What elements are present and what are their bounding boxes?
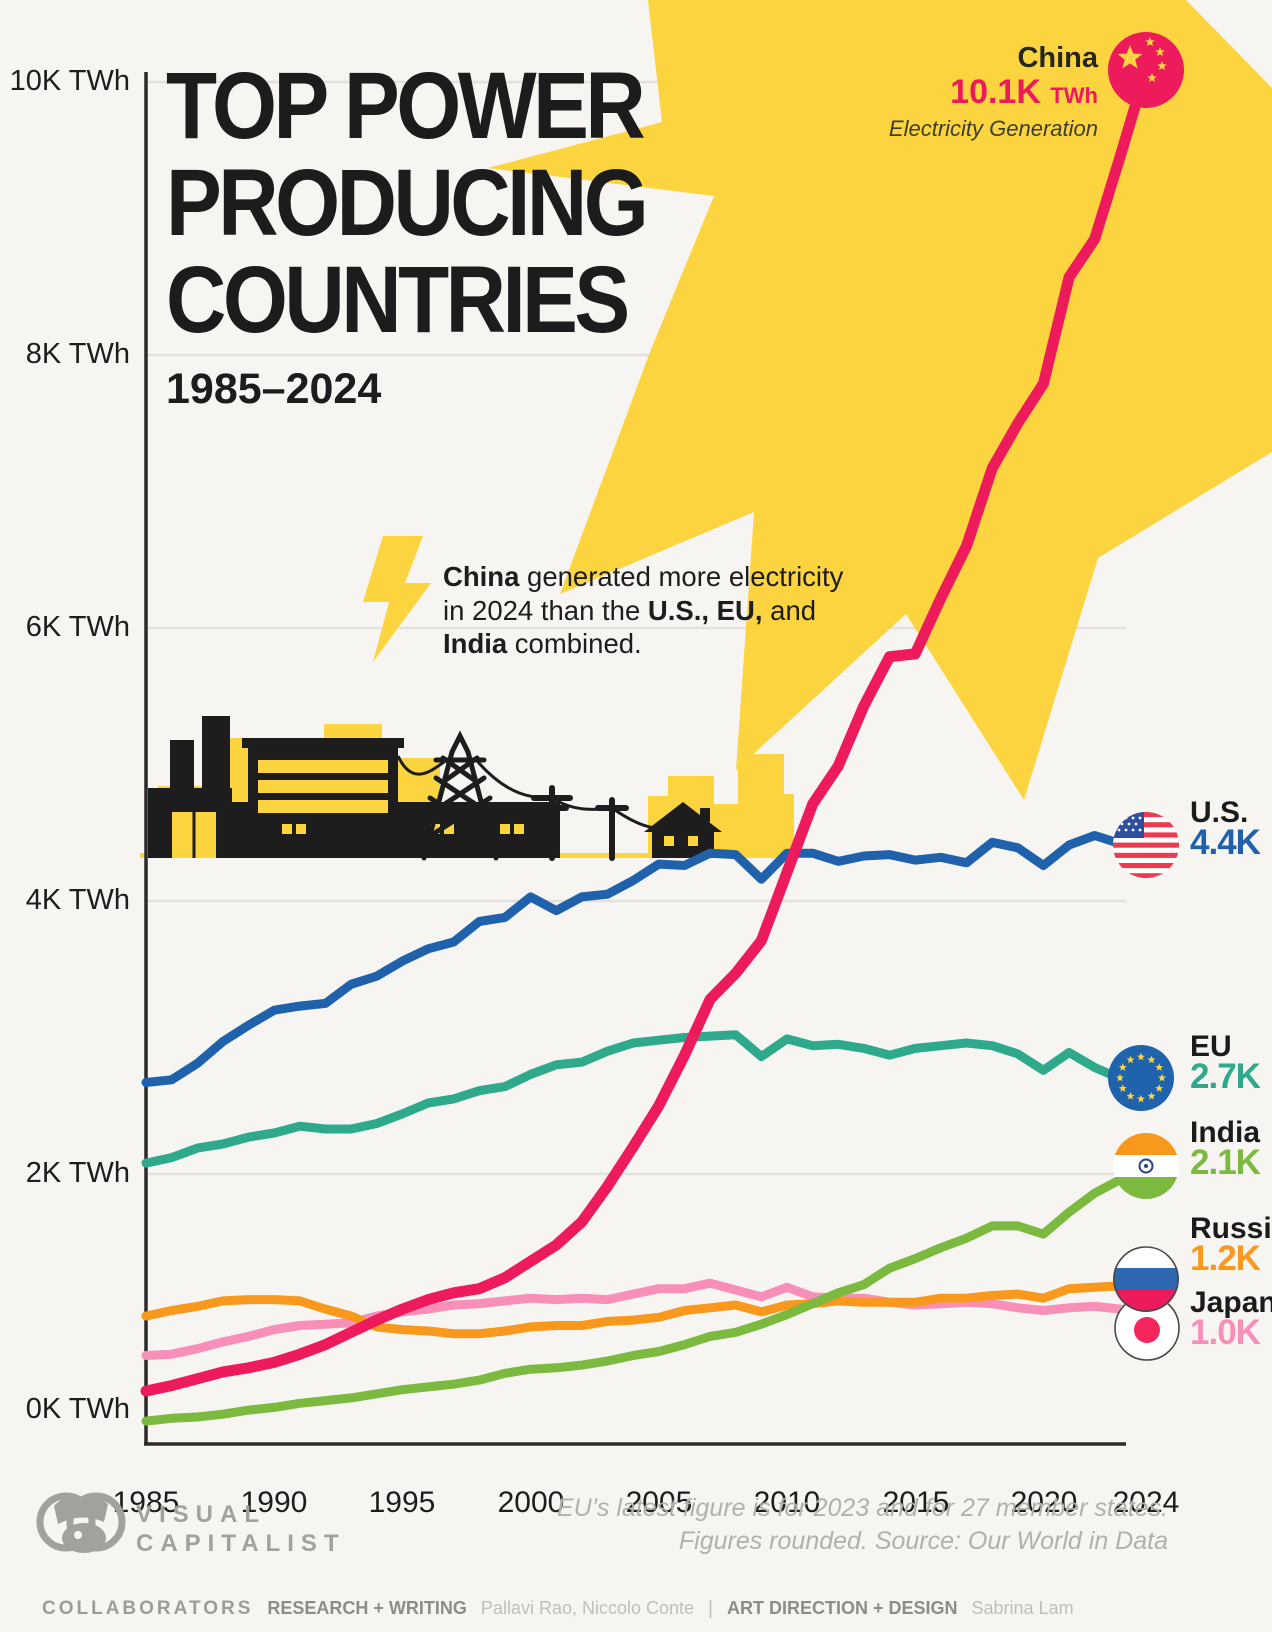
power-city-illustration bbox=[140, 716, 794, 861]
legend-item-russia: Russia 1.2K bbox=[1190, 1212, 1272, 1278]
research-writing-label: RESEARCH + WRITING bbox=[267, 1598, 467, 1618]
transmission-tower-icon bbox=[421, 730, 499, 861]
research-writing-names: Pallavi Rao, Niccolo Conte bbox=[480, 1598, 695, 1618]
visual-capitalist-logo-icon bbox=[36, 1492, 126, 1553]
starburst-shape bbox=[488, 0, 1272, 800]
china-label: China bbox=[1017, 42, 1098, 74]
us-flag-icon bbox=[1113, 812, 1179, 878]
series-line-japan bbox=[141, 1278, 1151, 1360]
title-line-3: COUNTRIES bbox=[166, 247, 630, 353]
art-direction-label: ART DIRECTION + DESIGN bbox=[726, 1598, 958, 1618]
china-annotation: China 10.1K TWh Electricity Generation bbox=[889, 42, 1098, 144]
russia-flag-icon bbox=[1113, 1246, 1179, 1312]
eu-flag-icon bbox=[1108, 1045, 1174, 1111]
y-tick-2k: 2K TWh bbox=[25, 1157, 130, 1189]
power-wires bbox=[396, 755, 655, 830]
axes bbox=[144, 72, 1126, 1446]
collaborators-bar: COLLABORATORS RESEARCH + WRITING Pallavi… bbox=[42, 1598, 1074, 1619]
china-star-icon bbox=[1157, 61, 1167, 71]
x-tick-2024: 2024 bbox=[1112, 1486, 1180, 1519]
title-line-2: PRODUCING bbox=[166, 150, 649, 256]
collaborators-heading: COLLABORATORS bbox=[42, 1598, 254, 1619]
subtitle-years: 1985–2024 bbox=[166, 365, 382, 413]
legend-item-eu: EU 2.7K bbox=[1190, 1030, 1261, 1096]
india-flag-icon bbox=[1113, 1133, 1179, 1199]
china-flag-marker bbox=[1108, 32, 1184, 108]
source-note: EU’s latest figure is for 2023 and for 2… bbox=[557, 1494, 1168, 1555]
legend-item-japan: Japan 1.0K bbox=[1190, 1286, 1272, 1352]
series-lines bbox=[140, 64, 1152, 1426]
x-tick-2010: 2010 bbox=[753, 1486, 821, 1519]
china-star-icon bbox=[1155, 47, 1165, 57]
china-caption: Electricity Generation bbox=[888, 116, 1098, 141]
art-direction-names: Sabrina Lam bbox=[971, 1598, 1074, 1618]
series-line-us bbox=[141, 831, 1151, 1087]
title-line-1: TOP POWER bbox=[166, 53, 646, 159]
x-tick-1995: 1995 bbox=[368, 1486, 436, 1519]
series-line-china bbox=[140, 64, 1152, 1397]
china-star-icon bbox=[1147, 73, 1157, 83]
y-tick-8k: 8K TWh bbox=[25, 338, 130, 370]
x-tick-2020: 2020 bbox=[1010, 1486, 1078, 1519]
y-tick-6k: 6K TWh bbox=[25, 611, 130, 643]
x-tick-1990: 1990 bbox=[240, 1486, 308, 1519]
x-tick-2015: 2015 bbox=[882, 1486, 950, 1519]
y-tick-4k: 4K TWh bbox=[25, 884, 130, 916]
visual-capitalist-wordmark: VISUAL CAPITALIST bbox=[136, 1501, 346, 1557]
lightning-bolt-icon bbox=[363, 536, 431, 662]
series-line-russia bbox=[141, 1278, 1151, 1339]
y-tick-0k: 0K TWh bbox=[25, 1393, 130, 1425]
y-tick-10k: 10K TWh bbox=[9, 65, 130, 97]
china-star-icon bbox=[1117, 45, 1143, 69]
series-line-india bbox=[141, 1155, 1151, 1426]
legend-item-india: India 2.1K bbox=[1190, 1116, 1261, 1182]
china-value: 10.1K TWh bbox=[950, 73, 1098, 111]
title-block: TOP POWER PRODUCING COUNTRIES 1985–2024 bbox=[166, 58, 711, 414]
series-line-eu bbox=[141, 1030, 1151, 1168]
callout-text: China generated more electricity in 2024… bbox=[443, 561, 844, 659]
x-tick-2005: 2005 bbox=[625, 1486, 693, 1519]
legend-item-us: U.S. 4.4K bbox=[1190, 796, 1261, 862]
x-tick-2000: 2000 bbox=[497, 1486, 565, 1519]
china-star-icon bbox=[1145, 37, 1155, 47]
